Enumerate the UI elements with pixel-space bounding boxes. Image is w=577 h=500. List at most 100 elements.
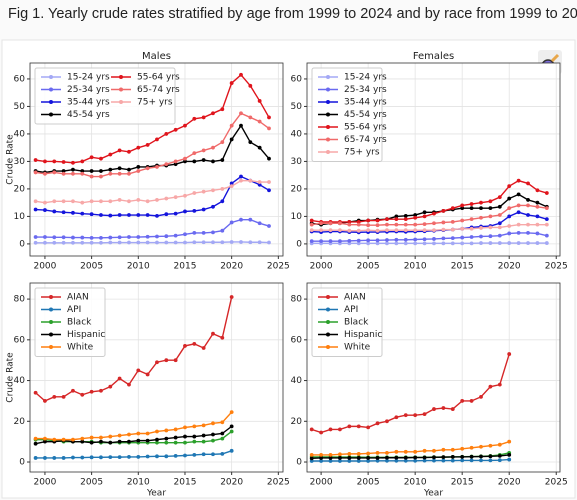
data-point	[117, 148, 122, 153]
data-point	[220, 431, 225, 436]
data-point	[516, 178, 521, 183]
data-point	[211, 145, 215, 150]
data-point	[239, 123, 243, 128]
data-point	[33, 441, 38, 446]
data-point	[127, 171, 131, 176]
data-point	[356, 228, 361, 233]
x-tick-label: 2000	[33, 262, 56, 272]
data-point	[479, 444, 483, 449]
data-point	[117, 376, 122, 381]
data-point	[469, 217, 474, 222]
data-point	[229, 220, 234, 225]
data-point	[201, 115, 206, 120]
data-point	[145, 199, 150, 204]
data-point	[192, 434, 197, 439]
data-point	[164, 454, 169, 459]
data-point	[497, 213, 502, 217]
data-point	[99, 439, 103, 444]
data-point	[164, 212, 169, 217]
data-point	[403, 455, 408, 460]
data-point	[432, 407, 436, 411]
data-point	[201, 240, 206, 245]
data-point	[432, 448, 436, 453]
data-point	[394, 237, 399, 242]
data-point	[422, 222, 427, 227]
data-point	[413, 458, 418, 463]
data-point	[136, 198, 141, 202]
series-line	[311, 458, 510, 462]
x-tick-label: 2015	[174, 262, 197, 272]
data-point	[257, 119, 262, 124]
data-point	[338, 456, 342, 460]
data-point	[33, 436, 38, 441]
data-point	[385, 241, 389, 246]
data-point	[183, 156, 187, 161]
data-point	[526, 231, 530, 235]
data-point	[479, 234, 483, 239]
data-point	[99, 388, 103, 393]
data-point	[164, 428, 169, 433]
data-point	[229, 448, 234, 453]
axes-frame	[29, 282, 284, 473]
data-point	[469, 206, 474, 211]
y-tick-label: 20	[14, 184, 26, 194]
data-point	[71, 210, 75, 215]
data-point	[52, 437, 57, 442]
data-point	[173, 211, 178, 216]
data-point	[211, 438, 215, 443]
data-point	[432, 221, 436, 226]
data-point	[52, 209, 57, 214]
data-point	[469, 226, 474, 231]
data-point	[526, 213, 530, 217]
data-point	[108, 199, 113, 204]
data-point	[432, 241, 436, 246]
data-point	[71, 388, 75, 393]
data-point	[441, 241, 446, 246]
data-point	[347, 459, 352, 463]
legend-marker	[326, 345, 330, 349]
data-point	[89, 235, 94, 240]
data-point	[99, 199, 103, 204]
data-point	[248, 115, 253, 120]
data-point	[33, 170, 38, 175]
data-point	[99, 235, 103, 240]
legend-label: 55-64 yrs	[344, 123, 387, 133]
data-point	[229, 410, 234, 415]
data-point	[403, 228, 408, 233]
data-point	[229, 295, 234, 299]
data-point	[526, 203, 530, 208]
legend-label: 25-34 yrs	[344, 85, 387, 95]
data-point	[309, 228, 314, 233]
y-tick-label: 40	[14, 129, 26, 139]
data-point	[99, 213, 103, 217]
data-point	[80, 171, 85, 176]
data-point	[356, 241, 361, 246]
data-point	[127, 439, 131, 444]
data-point	[201, 189, 206, 194]
data-point	[516, 210, 521, 215]
x-tick-label: 2000	[33, 478, 56, 488]
data-point	[211, 159, 215, 164]
data-point	[192, 452, 197, 457]
data-point	[309, 218, 314, 223]
legend-marker	[326, 125, 330, 129]
data-point	[328, 452, 333, 457]
data-point	[108, 235, 113, 240]
y-tick-label: 0	[19, 239, 25, 249]
x-tick-label: 2020	[220, 478, 243, 488]
data-point	[432, 228, 436, 233]
data-point	[366, 238, 371, 243]
data-point	[507, 214, 512, 219]
data-point	[413, 455, 418, 460]
data-point	[422, 455, 427, 460]
data-point	[99, 240, 103, 245]
data-point	[460, 235, 465, 240]
data-point	[450, 407, 455, 411]
data-point	[385, 228, 389, 233]
data-point	[61, 171, 66, 176]
legend-marker	[49, 320, 53, 324]
data-point	[375, 458, 380, 463]
data-point	[328, 459, 333, 463]
data-point	[413, 228, 418, 233]
series-line	[35, 296, 233, 402]
